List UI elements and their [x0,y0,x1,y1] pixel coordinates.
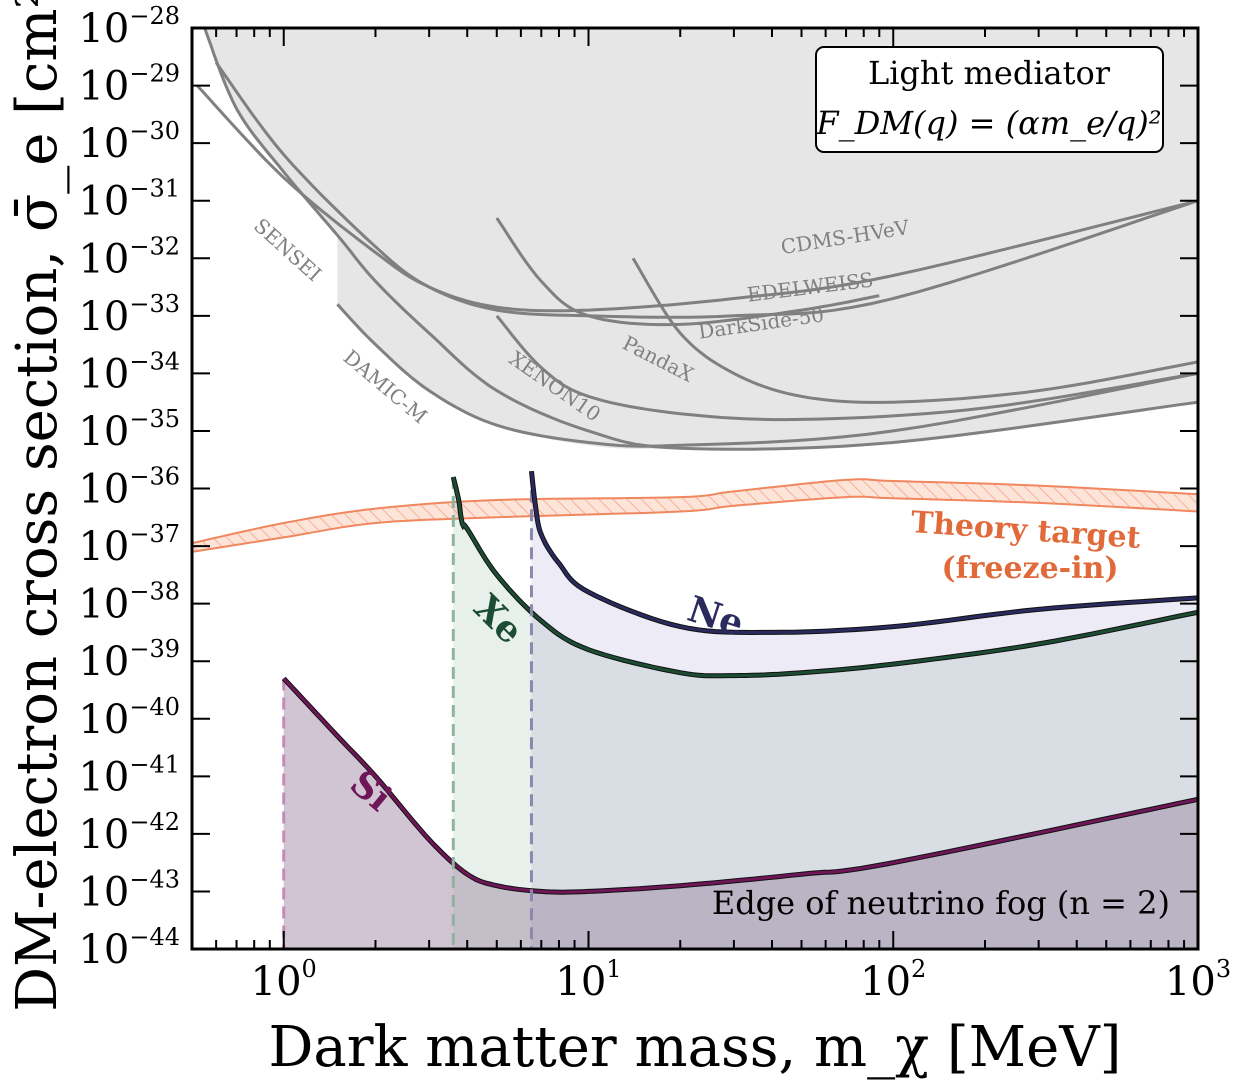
y-tick-base: 10 [78,294,129,340]
sensitivity-curve-si [282,677,1198,894]
y-tick-label: 10−37 [78,520,180,570]
neutrino-fog-region [283,678,1198,949]
y-tick-exp: −36 [129,463,180,491]
sensitivity-fill-xe [453,477,1198,949]
annotation-line2: F_DM(q) = (αm_e/q)² [815,104,1161,142]
exclusion-curve-damic-m [336,303,1198,448]
y-tick-exp: −39 [129,635,180,663]
sensitivity-curve-ne [530,471,1198,635]
sensitivity-fill-ne [531,471,1198,949]
theory-label-line2: (freeze-in) [941,551,1118,586]
y-tick-exp: −37 [129,520,180,548]
y-tick-label: 10−42 [78,808,180,858]
y-tick-label: 10−44 [78,923,180,973]
y-tick-label: 10−34 [78,347,180,397]
annotation-line1: Light mediator [868,54,1111,92]
y-tick-base: 10 [78,639,129,685]
y-tick-exp: −35 [129,405,180,433]
y-tick-label: 10−30 [78,117,180,167]
exclusion-curve-cdms-hvev [196,84,1198,313]
y-tick-base: 10 [78,121,129,167]
y-tick-label: 10−32 [78,232,180,282]
y-tick-base: 10 [78,582,129,628]
y-tick-exp: −44 [129,923,180,951]
exclusion-curve-xenon10 [495,314,1198,422]
y-tick-exp: −40 [129,693,180,721]
y-tick-exp: −42 [129,808,180,836]
x-axis-label: Dark matter mass, m_χ [MeV] [268,1015,1121,1080]
x-tick-base: 10 [860,959,911,1005]
y-tick-base: 10 [78,697,129,743]
y-tick-base: 10 [78,64,129,110]
x-tick-label: 101 [555,955,621,1005]
y-tick-exp: −30 [129,117,180,145]
x-tick-label: 100 [251,955,317,1005]
y-tick-label: 10−40 [78,693,180,743]
y-tick-base: 10 [78,409,129,455]
annotation-box: Light mediator F_DM(q) = (αm_e/q)² [815,46,1164,153]
y-tick-exp: −32 [129,232,180,260]
y-tick-base: 10 [78,467,129,513]
exclusion-curve-sensei [203,28,1198,451]
y-tick-label: 10−39 [78,635,180,685]
y-tick-base: 10 [78,524,129,570]
y-tick-base: 10 [78,812,129,858]
y-tick-base: 10 [78,6,129,52]
exclusion-curve-pandax [631,257,1198,404]
y-tick-exp: −33 [129,290,180,318]
y-tick-label: 10−28 [78,2,180,52]
y-tick-exp: −38 [129,578,180,606]
y-tick-label: 10−29 [78,60,180,110]
y-tick-label: 10−43 [78,865,180,915]
y-tick-exp: −41 [129,750,180,778]
y-tick-label: 10−33 [78,290,180,340]
x-tick-exp: 3 [1216,955,1231,983]
y-tick-label: 10−31 [78,175,180,225]
y-tick-exp: −43 [129,865,180,893]
x-tick-label: 102 [860,955,926,1005]
y-tick-label: 10−41 [78,750,180,800]
x-tick-exp: 1 [606,955,621,983]
exclusion-curve-edelweiss [495,217,880,327]
x-tick-base: 10 [251,959,302,1005]
y-tick-label: 10−38 [78,578,180,628]
y-tick-base: 10 [78,869,129,915]
x-tick-exp: 0 [302,955,317,983]
y-tick-label: 10−36 [78,463,180,513]
y-tick-base: 10 [78,754,129,800]
y-tick-base: 10 [78,236,129,282]
sensitivity-fill-si [283,678,1198,949]
theory-target-band [192,478,1198,553]
y-tick-base: 10 [78,927,129,973]
x-tick-base: 10 [555,959,606,1005]
x-tick-base: 10 [1165,959,1216,1005]
sensitivity-curve-xe [451,476,1198,678]
y-tick-exp: −31 [129,175,180,203]
y-tick-exp: −29 [129,60,180,88]
y-tick-label: 10−35 [78,405,180,455]
y-tick-exp: −34 [129,347,180,375]
neutrino-fog-label: Edge of neutrino fog (n = 2) [712,884,1170,922]
x-tick-exp: 2 [911,955,926,983]
y-tick-exp: −28 [129,2,180,30]
y-tick-base: 10 [78,351,129,397]
y-tick-base: 10 [78,179,129,225]
y-axis-label: DM-electron cross section, σ̄_e [cm²] [5,0,70,1012]
x-tick-label: 103 [1165,955,1231,1005]
exclusion-curve-darkside-50 [214,61,1198,319]
